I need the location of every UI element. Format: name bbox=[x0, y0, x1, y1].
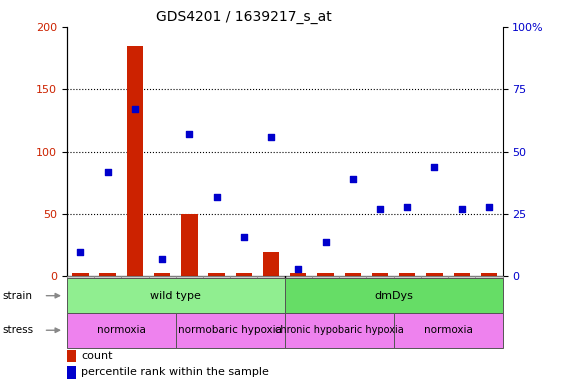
Bar bbox=[99, 273, 116, 276]
Bar bbox=[67, 366, 76, 379]
Text: GSM398833: GSM398833 bbox=[457, 276, 466, 329]
Text: GSM398830: GSM398830 bbox=[375, 276, 385, 329]
Bar bbox=[345, 273, 361, 276]
Bar bbox=[257, 276, 285, 278]
Bar bbox=[454, 273, 470, 276]
Bar bbox=[317, 273, 333, 276]
Bar bbox=[394, 313, 503, 348]
Point bbox=[267, 134, 276, 140]
Text: normoxia: normoxia bbox=[424, 325, 472, 335]
Bar bbox=[285, 278, 503, 313]
Bar bbox=[67, 313, 175, 348]
Text: stress: stress bbox=[3, 325, 34, 335]
Text: GSM398835: GSM398835 bbox=[185, 276, 194, 329]
Bar bbox=[312, 276, 339, 278]
Point bbox=[348, 176, 357, 182]
Point bbox=[321, 238, 330, 245]
Text: GSM398836: GSM398836 bbox=[212, 276, 221, 329]
Bar bbox=[154, 273, 170, 276]
Text: GSM398839: GSM398839 bbox=[76, 276, 85, 329]
Point bbox=[403, 204, 412, 210]
Text: normoxia: normoxia bbox=[97, 325, 146, 335]
Bar bbox=[481, 273, 497, 276]
Text: GDS4201 / 1639217_s_at: GDS4201 / 1639217_s_at bbox=[156, 10, 332, 23]
Bar bbox=[121, 276, 149, 278]
Text: percentile rank within the sample: percentile rank within the sample bbox=[81, 367, 269, 377]
Bar bbox=[67, 350, 76, 362]
Text: GSM398829: GSM398829 bbox=[348, 276, 357, 329]
Point bbox=[485, 204, 494, 210]
Text: GSM398832: GSM398832 bbox=[430, 276, 439, 329]
Bar bbox=[127, 46, 143, 276]
Point bbox=[130, 106, 139, 112]
Bar bbox=[263, 252, 279, 276]
Text: GSM398828: GSM398828 bbox=[321, 276, 330, 329]
Bar bbox=[290, 273, 307, 276]
Point bbox=[212, 194, 221, 200]
Bar bbox=[175, 313, 285, 348]
Text: chronic hypobaric hypoxia: chronic hypobaric hypoxia bbox=[275, 325, 404, 335]
Bar bbox=[67, 278, 285, 313]
Text: count: count bbox=[81, 351, 113, 361]
Bar bbox=[448, 276, 475, 278]
Text: dmDys: dmDys bbox=[374, 291, 413, 301]
Text: wild type: wild type bbox=[150, 291, 201, 301]
Text: GSM398837: GSM398837 bbox=[239, 276, 248, 329]
Text: GSM398831: GSM398831 bbox=[403, 276, 412, 329]
Text: GSM398841: GSM398841 bbox=[130, 276, 139, 329]
Bar bbox=[475, 276, 503, 278]
Point bbox=[157, 256, 167, 262]
Point bbox=[375, 206, 385, 212]
Point bbox=[293, 266, 303, 272]
Bar bbox=[72, 273, 89, 276]
Bar bbox=[203, 276, 230, 278]
Bar bbox=[285, 313, 394, 348]
Text: strain: strain bbox=[3, 291, 33, 301]
Point bbox=[185, 131, 194, 137]
Point bbox=[239, 233, 249, 240]
Text: GSM398840: GSM398840 bbox=[103, 276, 112, 329]
Bar bbox=[149, 276, 175, 278]
Point bbox=[103, 169, 112, 175]
Bar bbox=[421, 276, 448, 278]
Bar bbox=[181, 214, 198, 276]
Text: normobaric hypoxia: normobaric hypoxia bbox=[178, 325, 282, 335]
Bar bbox=[230, 276, 257, 278]
Bar bbox=[285, 276, 312, 278]
Text: GSM398838: GSM398838 bbox=[267, 276, 275, 329]
Bar bbox=[209, 273, 225, 276]
Bar bbox=[426, 273, 443, 276]
Bar bbox=[339, 276, 367, 278]
Bar bbox=[367, 276, 394, 278]
Bar bbox=[394, 276, 421, 278]
Bar bbox=[372, 273, 388, 276]
Bar bbox=[94, 276, 121, 278]
Text: GSM398827: GSM398827 bbox=[294, 276, 303, 329]
Bar bbox=[67, 276, 94, 278]
Point bbox=[76, 248, 85, 255]
Bar bbox=[175, 276, 203, 278]
Bar bbox=[399, 273, 415, 276]
Point bbox=[457, 206, 467, 212]
Text: GSM398834: GSM398834 bbox=[485, 276, 493, 329]
Point bbox=[430, 164, 439, 170]
Text: GSM398842: GSM398842 bbox=[157, 276, 167, 329]
Bar bbox=[236, 273, 252, 276]
